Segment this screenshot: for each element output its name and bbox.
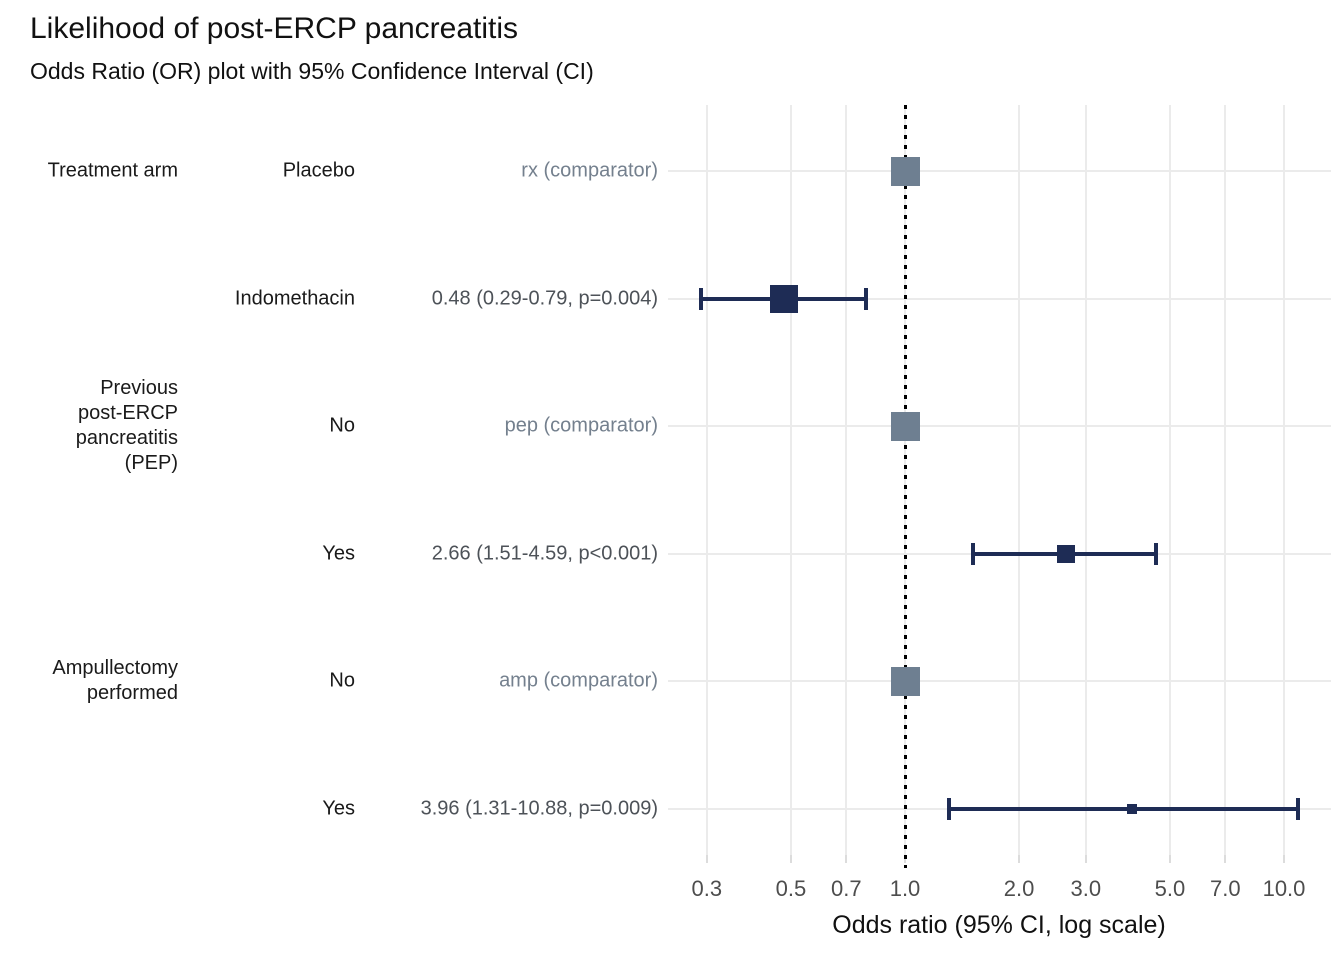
x-axis-tick <box>1224 855 1227 863</box>
v-gridline <box>1168 105 1171 855</box>
page-subtitle: Odds Ratio (OR) plot with 95% Confidence… <box>30 58 594 84</box>
x-tick-label: 0.7 <box>830 876 862 901</box>
x-tick-label: 0.3 <box>691 876 723 901</box>
ci-cap-right <box>1153 542 1158 565</box>
x-tick-label: 5.0 <box>1154 876 1186 901</box>
or-marker <box>770 284 799 313</box>
ci-line <box>949 807 1298 811</box>
x-axis-tick <box>1018 855 1021 863</box>
h-gridline <box>668 170 1331 172</box>
x-tick-label: 3.0 <box>1070 876 1102 901</box>
row-value-label: rx (comparator) <box>521 159 658 182</box>
reference-line <box>903 105 907 868</box>
x-axis-tick <box>845 855 848 863</box>
x-axis-tick <box>1084 855 1087 863</box>
row-group-label: Ampullectomy performed <box>52 657 178 705</box>
x-tick-label: 7.0 <box>1209 876 1241 901</box>
v-gridline <box>789 105 792 855</box>
row-value-label: 2.66 (1.51-4.59, p<0.001) <box>431 542 658 565</box>
or-marker <box>1057 544 1076 563</box>
x-tick-label: 0.5 <box>775 876 807 901</box>
x-axis-tick <box>1283 855 1285 863</box>
h-gridline <box>668 680 1331 683</box>
or-marker <box>1126 804 1137 814</box>
h-gridline <box>668 297 1331 300</box>
ci-cap-left <box>970 542 975 565</box>
row-value-label: pep (comparator) <box>504 414 658 437</box>
row-level-label: Indomethacin <box>234 287 355 310</box>
row-level-label: Yes <box>322 797 355 820</box>
comparator-marker <box>890 411 920 441</box>
x-axis-tick <box>1168 855 1171 863</box>
row-level-label: Yes <box>322 542 355 565</box>
row-group-label: Treatment arm <box>47 159 178 182</box>
x-tick-label: 1.0 <box>889 876 921 901</box>
v-gridline <box>1018 105 1021 855</box>
page-title: Likelihood of post-ERCP pancreatitis <box>30 12 519 45</box>
comparator-marker <box>890 666 920 696</box>
comparator-marker <box>890 156 920 186</box>
row-group-label: Previous post-ERCP pancreatitis (PEP) <box>75 377 178 475</box>
row-value-label: 3.96 (1.31-10.88, p=0.009) <box>420 797 658 820</box>
x-axis-title: Odds ratio (95% CI, log scale) <box>832 911 1166 939</box>
ci-cap-left <box>947 798 952 820</box>
x-axis-tick <box>789 855 792 863</box>
row-level-label: No <box>329 669 355 692</box>
ci-cap-right <box>1295 798 1300 820</box>
v-gridline <box>705 105 708 855</box>
h-gridline <box>668 425 1331 428</box>
x-axis-tick <box>705 855 708 863</box>
ci-cap-left <box>699 287 704 310</box>
x-tick-label: 10.0 <box>1262 876 1306 901</box>
ci-cap-right <box>864 287 869 310</box>
v-gridline <box>1224 105 1227 855</box>
v-gridline <box>1084 105 1087 855</box>
row-level-label: Placebo <box>282 159 355 182</box>
v-gridline <box>1283 105 1285 855</box>
row-value-label: 0.48 (0.29-0.79, p=0.004) <box>431 287 658 310</box>
row-level-label: No <box>329 414 355 437</box>
v-gridline <box>845 105 848 855</box>
row-value-label: amp (comparator) <box>499 669 658 692</box>
x-tick-label: 2.0 <box>1003 876 1035 901</box>
